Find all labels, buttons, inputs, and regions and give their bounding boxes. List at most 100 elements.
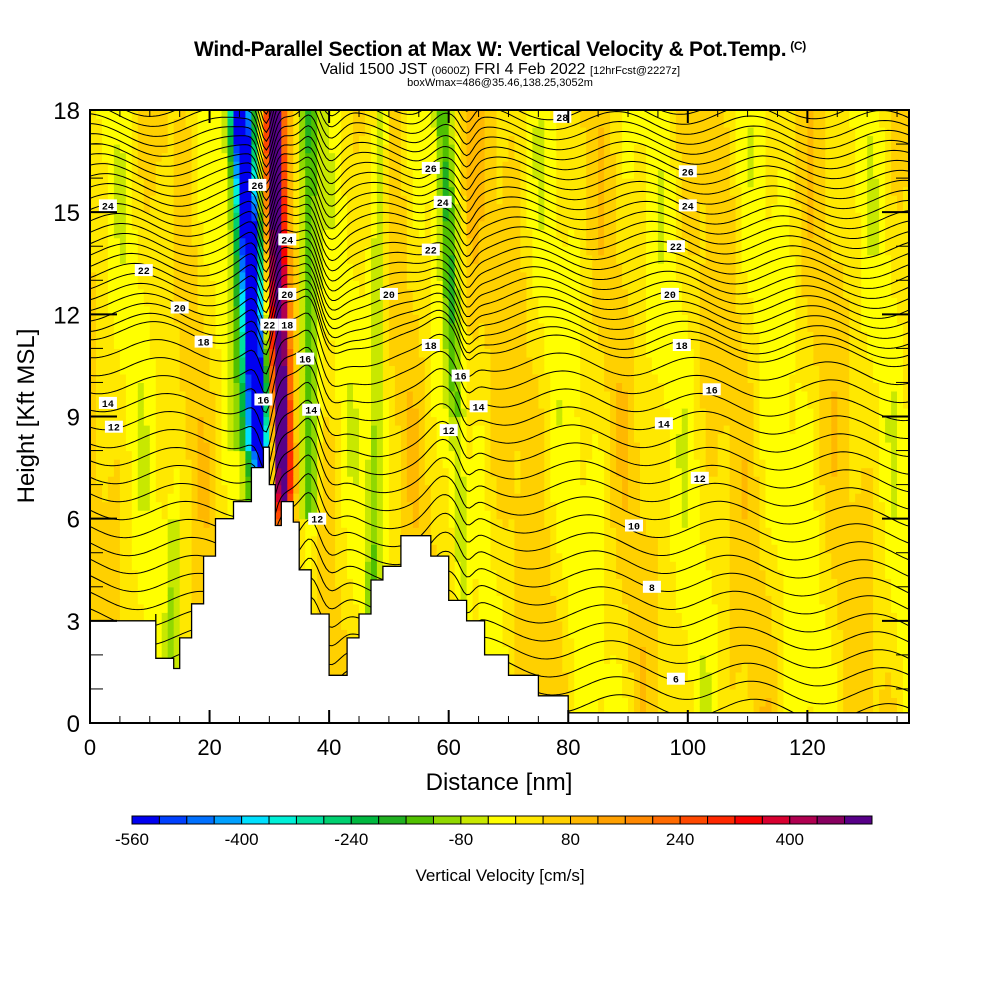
velocity-cell: [161, 416, 169, 426]
velocity-cell: [155, 144, 163, 154]
velocity-cell: [185, 169, 193, 179]
velocity-cell: [227, 288, 235, 298]
velocity-cell: [323, 195, 330, 205]
velocity-cell: [442, 535, 450, 545]
velocity-cell: [496, 186, 504, 196]
velocity-cell: [484, 322, 492, 332]
velocity-cell: [191, 467, 199, 477]
velocity-cell: [317, 578, 324, 588]
velocity-cell: [472, 195, 480, 205]
velocity-cell: [382, 399, 390, 409]
velocity-cell: [353, 254, 360, 264]
velocity-cell: [102, 152, 109, 162]
velocity-cell: [442, 212, 450, 222]
velocity-cell: [269, 356, 276, 367]
velocity-cell: [137, 271, 145, 281]
velocity-cell: [113, 578, 121, 588]
velocity-cell: [353, 484, 360, 494]
velocity-cell: [299, 450, 306, 460]
velocity-cell: [107, 382, 115, 392]
velocity-cell: [335, 442, 342, 452]
velocity-cell: [299, 442, 306, 452]
velocity-cell: [179, 263, 187, 273]
velocity-cell: [102, 510, 109, 520]
velocity-cell: [412, 382, 420, 392]
velocity-cell: [311, 501, 318, 511]
velocity-cell: [371, 186, 378, 196]
velocity-cell: [191, 263, 199, 273]
velocity-cell: [251, 459, 258, 469]
velocity-cell: [347, 535, 354, 545]
velocity-cell: [365, 297, 372, 307]
velocity-cell: [353, 408, 360, 418]
velocity-cell: [90, 391, 97, 401]
velocity-cell: [125, 297, 133, 307]
velocity-cell: [341, 578, 348, 588]
velocity-cell: [191, 237, 199, 247]
velocity-cell: [329, 382, 336, 392]
velocity-cell: [197, 135, 205, 145]
velocity-cell: [382, 356, 390, 367]
velocity-cell: [137, 220, 145, 230]
velocity-cell: [472, 152, 480, 162]
velocity-cell: [257, 280, 264, 290]
velocity-cell: [305, 416, 312, 426]
velocity-cell: [412, 229, 420, 239]
velocity-cell: [424, 425, 432, 435]
velocity-cell: [412, 152, 420, 162]
velocity-cell: [335, 484, 342, 494]
velocity-cell: [400, 152, 408, 162]
velocity-cell: [388, 527, 396, 537]
velocity-cell: [406, 356, 414, 367]
velocity-cell: [107, 603, 115, 613]
velocity-cell: [239, 476, 247, 486]
velocity-cell: [406, 450, 414, 460]
velocity-cell: [155, 195, 163, 205]
velocity-cell: [460, 501, 468, 511]
velocity-cell: [484, 314, 492, 324]
velocity-cell: [496, 552, 504, 562]
velocity-cell: [233, 118, 241, 128]
velocity-cell: [102, 118, 109, 128]
velocity-cell: [102, 391, 109, 401]
velocity-cell: [197, 161, 205, 171]
velocity-cell: [376, 399, 384, 409]
velocity-cell: [107, 229, 115, 239]
velocity-cell: [442, 459, 450, 469]
velocity-cell: [293, 450, 300, 460]
velocity-cell: [376, 314, 384, 324]
velocity-cell: [394, 450, 402, 460]
velocity-cell: [113, 510, 121, 520]
velocity-cell: [90, 612, 97, 622]
velocity-cell: [466, 578, 474, 588]
velocity-cell: [161, 595, 169, 605]
velocity-cell: [155, 280, 163, 290]
velocity-cell: [353, 467, 360, 477]
velocity-cell: [221, 510, 229, 520]
velocity-cell: [472, 169, 480, 179]
velocity-cell: [293, 246, 300, 256]
velocity-cell: [317, 220, 324, 230]
velocity-cell: [359, 603, 366, 613]
velocity-cell: [137, 561, 145, 571]
velocity-cell: [430, 476, 438, 486]
velocity-cell: [376, 544, 384, 554]
subtitle-box: boxWmax=486@35.46,138.25,3052m: [407, 77, 593, 89]
velocity-cell: [341, 467, 348, 477]
velocity-cell: [269, 459, 276, 469]
velocity-cell: [102, 110, 109, 120]
velocity-cell: [185, 331, 193, 341]
velocity-cell: [125, 169, 133, 179]
velocity-cell: [137, 476, 145, 486]
velocity-cell: [359, 467, 366, 477]
velocity-cell: [454, 391, 462, 401]
velocity-cell: [388, 552, 396, 562]
velocity-cell: [197, 220, 205, 230]
velocity-cell: [281, 144, 288, 154]
velocity-cell: [155, 365, 163, 375]
velocity-cell: [323, 365, 330, 375]
velocity-cell: [275, 263, 282, 273]
velocity-cell: [209, 544, 217, 554]
velocity-cell: [167, 229, 175, 239]
velocity-cell: [167, 433, 175, 443]
